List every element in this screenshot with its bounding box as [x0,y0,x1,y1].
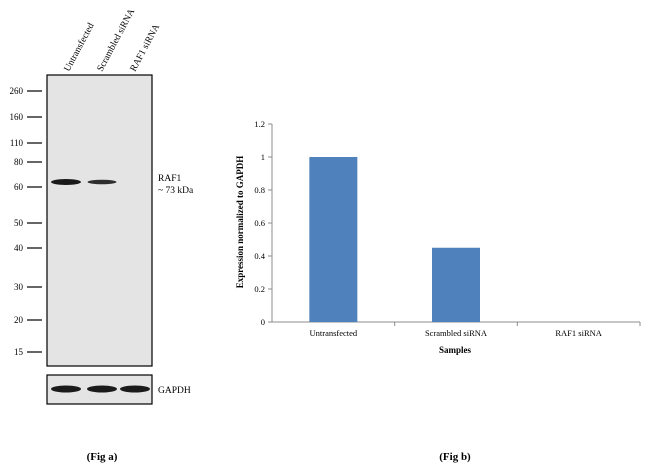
chart-y-tick-label: 0 [261,317,265,327]
raf1-band [51,179,81,185]
marker-label-160: 160 [10,112,24,122]
marker-label-80: 80 [14,157,24,167]
gapdh-bands [51,385,150,393]
marker-label-110: 110 [10,138,24,148]
bar-chart-panel: 0 0.2 0.4 0.6 0.8 1 1.2 Untransfected Scrambled … [235,119,641,463]
molecular-weight-markers [27,90,42,353]
lane-label-untransfected: Untransfected [62,21,97,73]
gapdh-band [87,385,117,393]
lane-label-raf1-sirna: RAF1 siRNA [129,23,162,74]
chart-y-tick-label: 0.2 [254,284,265,294]
marker-label-50: 50 [14,218,24,228]
marker-label-60: 60 [14,182,24,192]
chart-y-tick-label: 1.2 [254,119,265,129]
band-label-raf1: RAF1 [158,174,181,184]
chart-plot-area: 0 0.2 0.4 0.6 0.8 1 1.2 Untransfected Scrambled … [254,119,641,338]
chart-bar [432,247,480,322]
marker-label-40: 40 [14,243,24,253]
chart-y-tick-label: 0.6 [254,218,265,228]
fig-a-caption: (Fig a) [87,451,118,463]
western-blot-panel: Untransfected Scrambled siRNA RAF1 siRNA… [10,7,195,463]
chart-x-tick-label: RAF1 siRNA [555,328,602,338]
marker-label-15: 15 [14,347,24,357]
chart-y-tick-label: 0.4 [254,251,265,261]
band-label-size: ~ 73 kDa [158,186,194,196]
raf1-band [87,179,117,185]
gapdh-band [120,385,150,393]
marker-label-260: 260 [10,86,24,96]
chart-y-axis-label: Expression normalized to GAPDH [235,156,245,289]
chart-bar [309,157,358,322]
chart-y-tick-label: 1 [261,152,265,162]
gapdh-band [51,385,81,393]
raf1-bands [51,179,117,185]
loading-control-label: GAPDH [158,386,191,396]
marker-label-30: 30 [14,282,24,292]
chart-x-axis-label: Samples [439,345,472,355]
chart-x-tick-label: Scrambled siRNA [425,328,488,338]
blot-membrane [46,74,153,367]
marker-label-20: 20 [14,315,24,325]
chart-y-tick-label: 0.8 [254,185,265,195]
fig-b-caption: (Fig b) [439,451,471,463]
chart-x-tick-label: Untransfected [309,328,357,338]
